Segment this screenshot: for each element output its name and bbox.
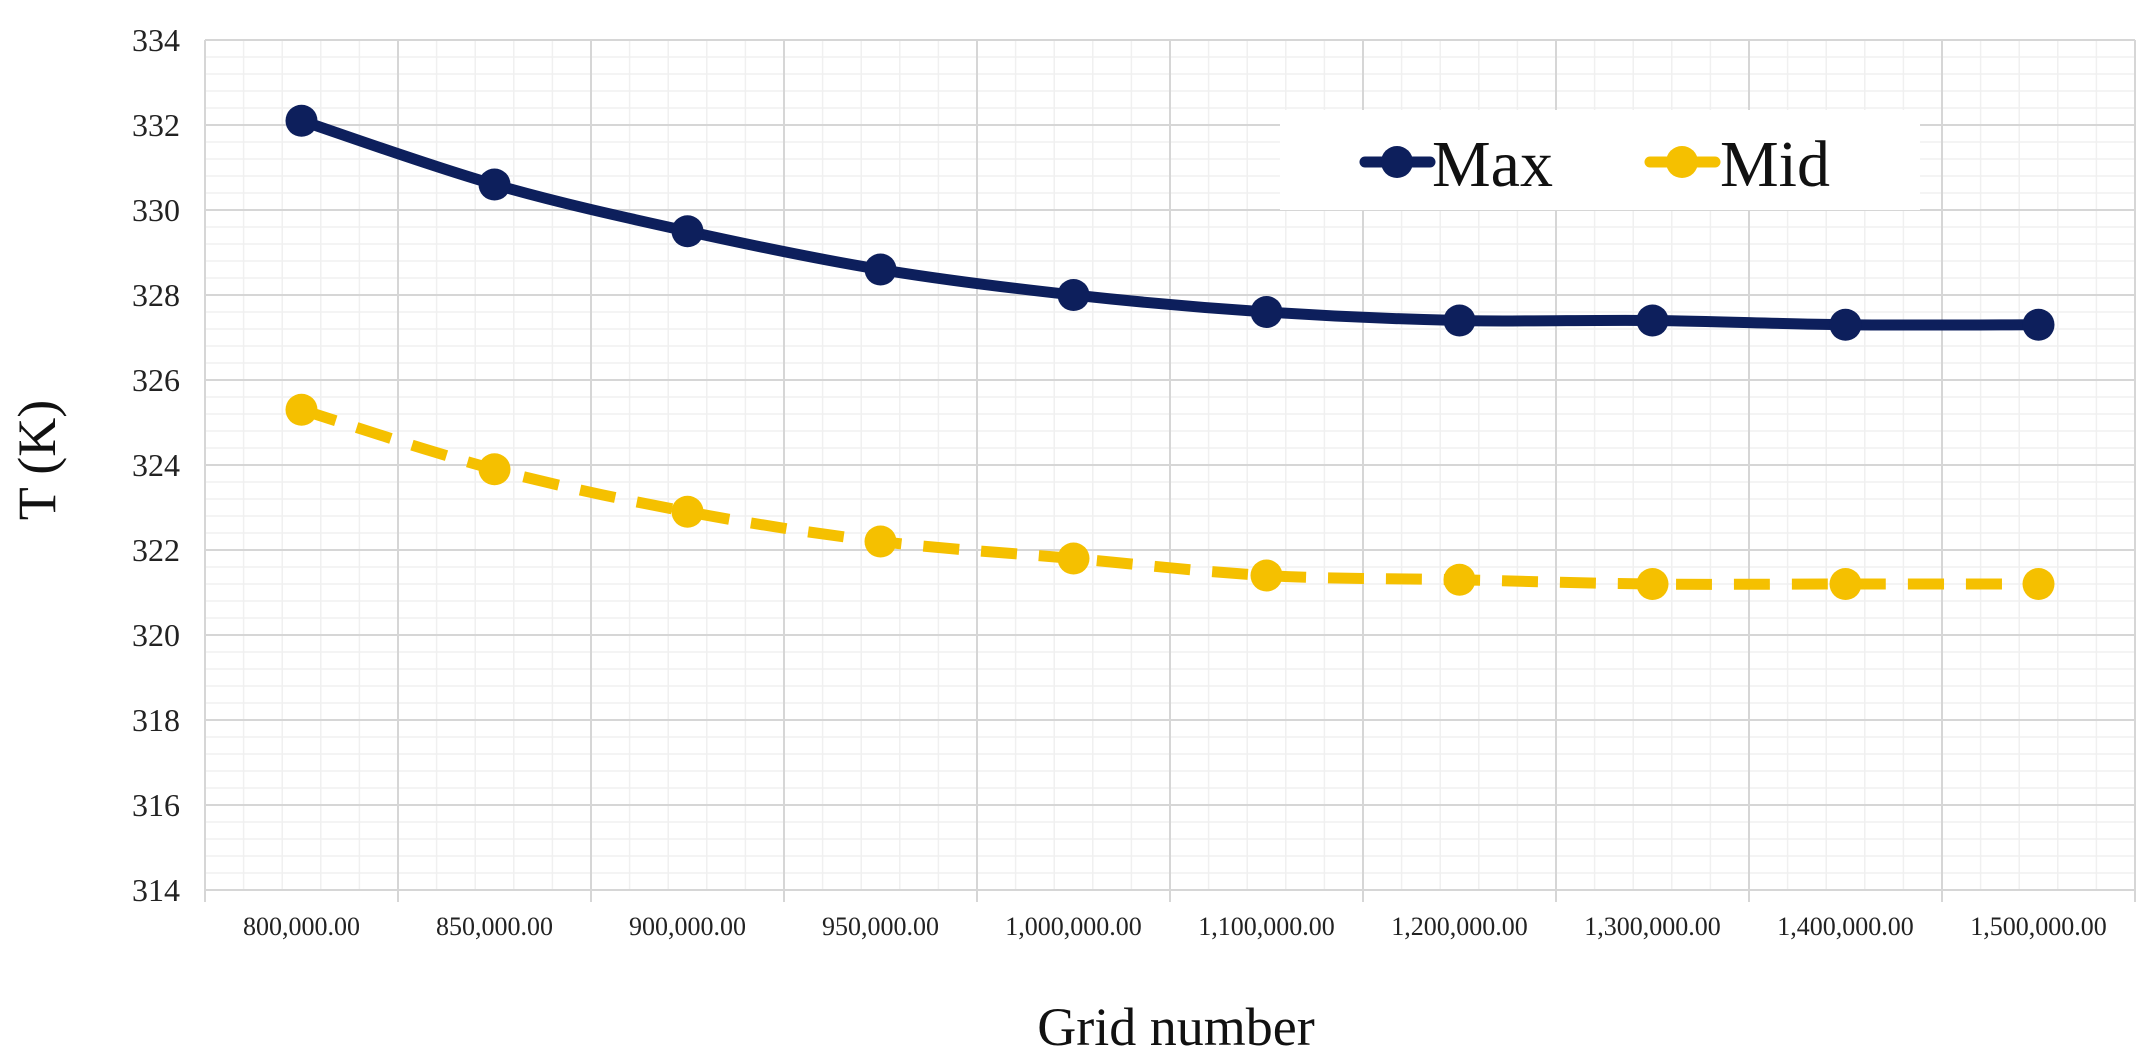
- series-line-max: [296, 115, 2044, 331]
- data-point-max: [1829, 308, 1862, 341]
- legend-max-label: Max: [1432, 128, 1553, 201]
- legend-mid-label: Mid: [1720, 128, 1830, 201]
- y-tick-label: 326: [132, 362, 180, 398]
- data-point-mid: [671, 495, 704, 528]
- data-point-mid: [478, 453, 511, 486]
- data-point-max: [1250, 296, 1283, 328]
- x-tick-label: 950,000.00: [822, 912, 939, 941]
- data-point-mid: [1636, 568, 1669, 600]
- x-tick-label: 1,000,000.00: [1005, 912, 1142, 941]
- y-tick-label: 320: [132, 617, 180, 653]
- y-tick-label: 318: [132, 702, 180, 738]
- y-tick-label: 324: [132, 447, 180, 483]
- x-axis-tick-labels: 800,000.00 850,000.00 900,000.00 950,000.00…: [243, 912, 2107, 941]
- data-point-max: [2022, 308, 2055, 341]
- data-point-mid: [1443, 563, 1476, 596]
- data-point-max: [1443, 304, 1476, 337]
- data-point-mid: [285, 393, 318, 426]
- major-gridlines: [204, 39, 2136, 902]
- x-tick-label: 850,000.00: [436, 912, 553, 941]
- data-point-max: [671, 215, 704, 248]
- x-tick-label: 1,300,000.00: [1584, 912, 1721, 941]
- y-tick-label: 322: [132, 532, 180, 568]
- data-point-mid: [1250, 559, 1283, 592]
- y-tick-label: 334: [132, 22, 180, 58]
- data-point-max: [1057, 279, 1090, 311]
- series-layer: [285, 104, 2055, 600]
- y-tick-label: 314: [132, 872, 180, 908]
- legend: Max Mid: [1280, 110, 1920, 210]
- data-point-mid: [864, 525, 897, 558]
- y-tick-label: 330: [132, 192, 180, 228]
- x-tick-label: 800,000.00: [243, 912, 360, 941]
- x-tick-label: 1,400,000.00: [1777, 912, 1914, 941]
- x-tick-label: 1,500,000.00: [1970, 912, 2107, 941]
- y-tick-label: 328: [132, 277, 180, 313]
- x-tick-label: 1,100,000.00: [1198, 912, 1335, 941]
- data-point-max: [285, 104, 318, 137]
- x-tick-label: 900,000.00: [629, 912, 746, 941]
- data-point-max: [864, 253, 897, 286]
- data-point-mid: [2022, 568, 2055, 600]
- y-tick-label: 332: [132, 107, 180, 143]
- data-point-max: [478, 168, 511, 201]
- data-point-mid: [1057, 542, 1090, 575]
- data-point-max: [1636, 304, 1669, 337]
- series-line-mid: [299, 404, 2039, 590]
- data-point-mid: [1829, 568, 1862, 600]
- legend-mid-marker: [1666, 146, 1698, 178]
- x-tick-label: 1,200,000.00: [1391, 912, 1528, 941]
- y-tick-label: 316: [132, 787, 180, 823]
- y-axis-tick-labels: 314 316 318 320 322 324 326 328 330 332 334: [132, 22, 180, 908]
- y-axis-title: T (K): [7, 400, 67, 520]
- legend-max-marker: [1381, 146, 1413, 178]
- x-axis-title: Grid number: [1037, 997, 1314, 1057]
